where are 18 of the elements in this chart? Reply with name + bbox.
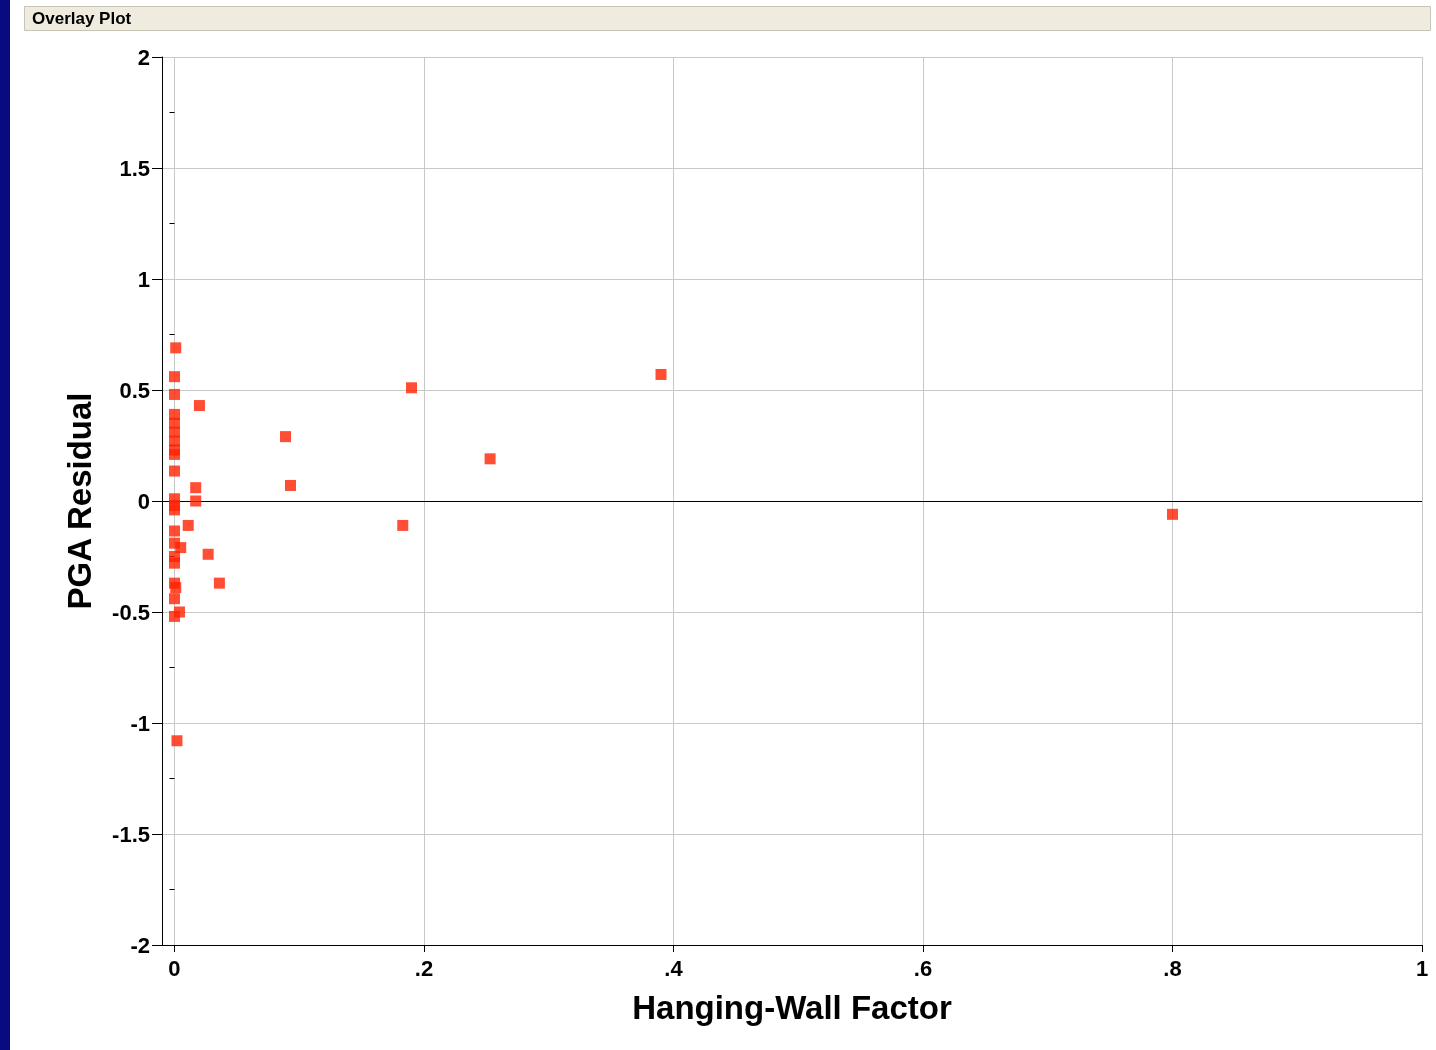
y-tick-label: 2 [137, 44, 150, 70]
x-tick-label: .2 [414, 955, 434, 981]
y-tick-label: -1.5 [112, 821, 150, 847]
y-tick-label: 0 [137, 488, 150, 514]
y-tick-label: 1.5 [119, 155, 150, 181]
x-tick-label: .8 [1163, 955, 1182, 981]
x-tick-label: .4 [664, 955, 684, 981]
x-tick-label: 0 [168, 955, 181, 981]
y-tick-label: -1 [130, 710, 150, 736]
y-tick-label: -2 [130, 932, 150, 958]
y-tick-label: -0.5 [112, 599, 150, 625]
x-tick-label: .6 [913, 955, 933, 981]
chart-title: Overlay Plot [32, 9, 132, 28]
x-tick-label: 1 [1415, 955, 1429, 981]
y-tick-label: 1 [137, 266, 150, 292]
y-axis-title: PGA Residual [61, 392, 98, 610]
x-axis-title: Hanging-Wall Factor [632, 989, 952, 1026]
y-tick-label: 0.5 [119, 377, 150, 403]
